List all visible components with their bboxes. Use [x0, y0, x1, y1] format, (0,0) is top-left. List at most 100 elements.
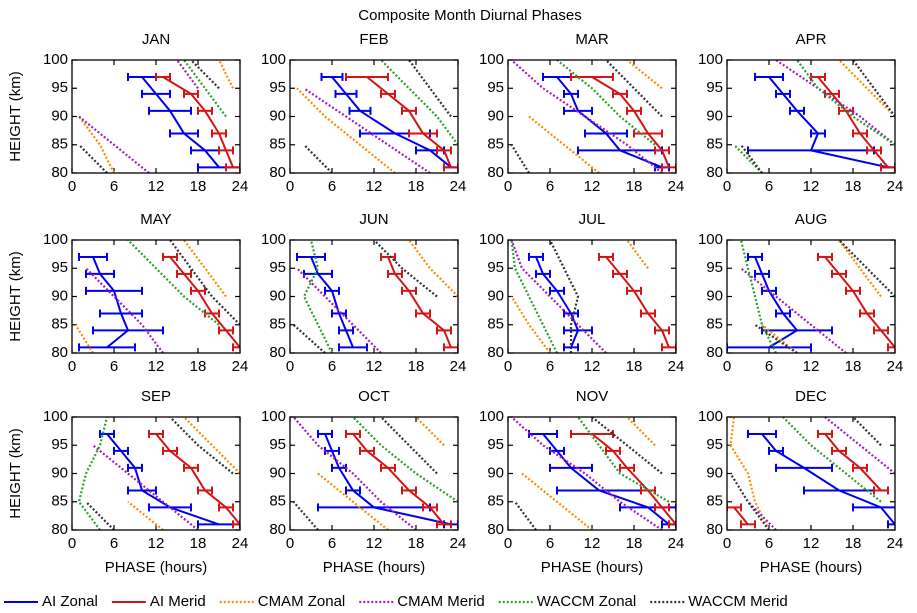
- error-bar: [866, 146, 882, 155]
- series-line: [169, 417, 234, 475]
- y-axis-label: HEIGHT (km): [7, 428, 24, 519]
- panel-title: NOV: [576, 388, 609, 405]
- error-bar: [775, 309, 791, 318]
- plot-area: [727, 417, 895, 530]
- error-bar: [401, 106, 417, 115]
- error-bar: [852, 463, 868, 472]
- series-line: [408, 240, 458, 298]
- y-tick-label: 80: [51, 164, 68, 181]
- error-bar: [654, 146, 670, 155]
- error-bar: [92, 326, 164, 335]
- series-line: [292, 501, 319, 530]
- error-bar: [155, 72, 171, 81]
- series-line: [740, 144, 763, 173]
- series-line: [817, 76, 889, 168]
- y-tick-label: 100: [479, 231, 504, 248]
- x-tick-label: 18: [626, 178, 643, 195]
- error-bar: [232, 343, 240, 352]
- series-line: [380, 60, 458, 146]
- legend-label: AI Zonal: [42, 593, 98, 610]
- error-bar: [169, 129, 199, 138]
- error-bar: [113, 446, 129, 455]
- series-line: [106, 433, 220, 526]
- error-bar: [148, 503, 192, 512]
- error-bar: [99, 429, 115, 438]
- error-bar: [127, 463, 143, 472]
- x-tick-label: 6: [546, 535, 554, 552]
- error-bar: [127, 72, 157, 81]
- y-tick-label: 100: [479, 51, 504, 68]
- plot-area: [296, 60, 458, 173]
- figure-title: Composite Month Diurnal Phases: [358, 7, 581, 24]
- series-line: [92, 256, 130, 349]
- series-line: [302, 240, 333, 353]
- x-axis-label: PHASE (hours): [105, 559, 208, 576]
- series-line: [535, 256, 580, 348]
- x-tick-label: 18: [845, 178, 862, 195]
- series-line: [352, 433, 445, 526]
- plot-frame: [289, 59, 459, 174]
- y-tick-label: 90: [706, 464, 723, 481]
- series-line: [514, 501, 537, 530]
- error-bar: [556, 486, 642, 495]
- error-bar: [443, 163, 458, 172]
- series-line: [591, 433, 676, 526]
- series-line: [626, 240, 649, 269]
- series-line: [782, 417, 882, 503]
- series-line: [127, 240, 220, 326]
- x-tick-label: 24: [668, 178, 685, 195]
- x-tick-label: 0: [723, 535, 731, 552]
- plot-area: [78, 60, 240, 173]
- x-tick-label: 18: [408, 178, 425, 195]
- error-bar: [873, 326, 889, 335]
- y-tick-label: 80: [706, 164, 723, 181]
- error-bar: [570, 72, 614, 81]
- error-bar: [887, 520, 895, 529]
- error-bar: [535, 269, 551, 278]
- x-tick-label: 24: [887, 535, 904, 552]
- x-tick-label: 24: [668, 358, 685, 375]
- error-bar: [859, 309, 875, 318]
- series-line: [556, 76, 663, 169]
- series-line: [303, 87, 431, 173]
- error-bar: [334, 89, 358, 98]
- error-bar: [190, 286, 206, 295]
- plot-frame: [507, 416, 677, 531]
- error-bar: [768, 446, 784, 455]
- x-tick-label: 12: [803, 358, 820, 375]
- plot-frame: [726, 59, 896, 174]
- x-tick-label: 12: [584, 535, 601, 552]
- series-line: [577, 417, 670, 503]
- series-line: [729, 417, 770, 530]
- error-bar: [810, 129, 826, 138]
- series-line: [183, 417, 240, 475]
- y-tick-label: 100: [261, 408, 286, 425]
- series-line: [92, 444, 199, 530]
- error-bar: [232, 520, 240, 529]
- plot-frame: [726, 416, 896, 531]
- x-tick-label: 0: [504, 178, 512, 195]
- x-tick-label: 0: [286, 178, 294, 195]
- plot-frame: [507, 239, 677, 354]
- series-line: [775, 60, 895, 146]
- plot-area: [77, 417, 240, 530]
- panel-title: FEB: [359, 31, 388, 48]
- series-line: [387, 256, 452, 348]
- error-bar: [740, 520, 756, 529]
- error-bar: [162, 252, 178, 261]
- error-bar: [747, 252, 763, 261]
- error-bar: [747, 429, 777, 438]
- y-tick-label: 90: [51, 107, 68, 124]
- series-line: [740, 267, 847, 353]
- panel-title: AUG: [795, 211, 828, 228]
- series-line: [510, 60, 663, 173]
- y-tick-label: 85: [51, 493, 68, 510]
- x-axis-label: PHASE (hours): [323, 559, 426, 576]
- error-bar: [528, 429, 558, 438]
- error-bar: [183, 89, 199, 98]
- series-line: [521, 472, 593, 530]
- series-line: [824, 433, 882, 492]
- x-tick-label: 12: [366, 358, 383, 375]
- y-tick-label: 80: [51, 344, 68, 361]
- error-bar: [218, 503, 234, 512]
